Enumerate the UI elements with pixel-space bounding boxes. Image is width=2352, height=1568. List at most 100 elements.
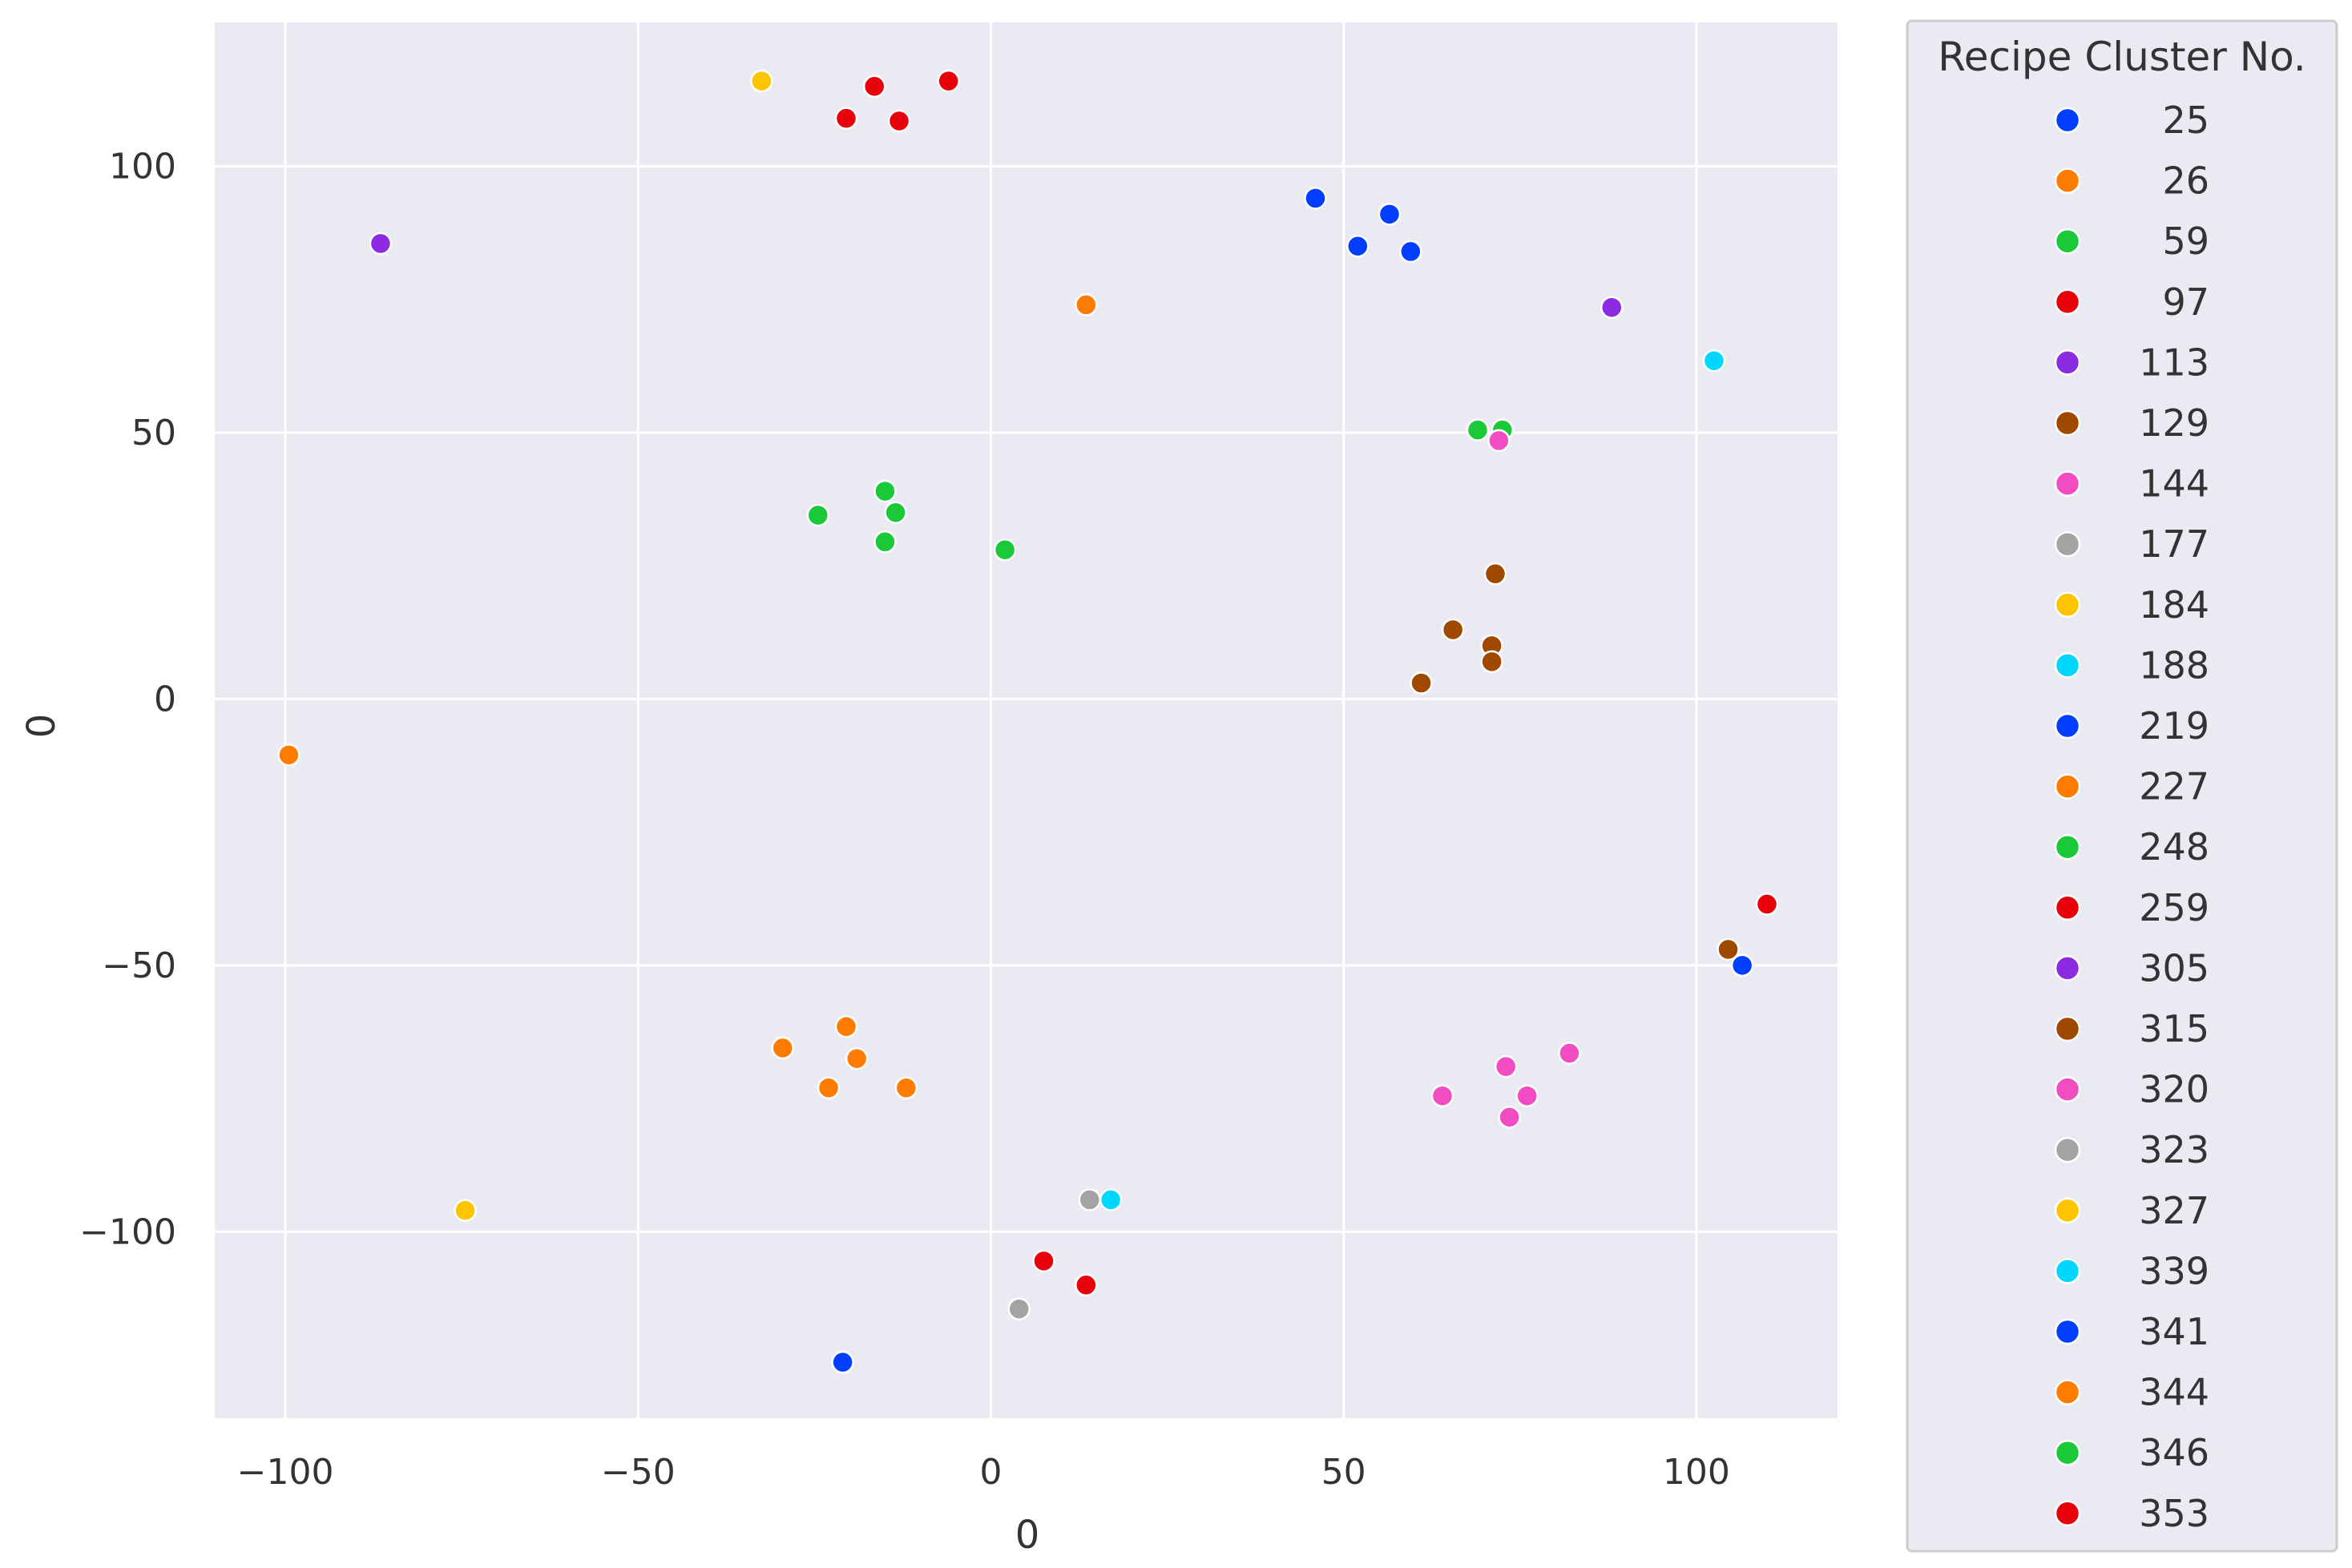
legend-label: 184 <box>2139 583 2209 627</box>
y-tick-label: 50 <box>131 413 176 453</box>
point-cluster-97 <box>836 108 857 129</box>
legend-marker <box>2055 1441 2080 1465</box>
point-cluster-248 <box>808 505 829 526</box>
point-cluster-97 <box>864 76 885 97</box>
legend-marker <box>2055 1259 2080 1283</box>
y-tick-labels: 100 50 0 −50 −100 <box>79 147 176 1253</box>
point-cluster-113 <box>1601 297 1622 318</box>
legend-marker <box>2055 1199 2080 1223</box>
point-cluster-227 <box>278 744 299 765</box>
point-cluster-341 <box>833 1352 853 1373</box>
legend-label: 341 <box>2139 1310 2209 1353</box>
legend-label: 344 <box>2139 1371 2209 1414</box>
x-tick-label: 0 <box>979 1452 1002 1493</box>
legend-marker <box>2055 169 2080 193</box>
legend-marker <box>2055 1017 2080 1041</box>
point-cluster-129 <box>1485 563 1506 584</box>
legend-marker <box>2055 593 2080 617</box>
point-cluster-129 <box>1442 619 1463 640</box>
point-cluster-25 <box>1379 204 1400 224</box>
point-cluster-320 <box>1499 1106 1520 1127</box>
x-tick-label: 100 <box>1663 1452 1730 1493</box>
legend-marker <box>2055 472 2080 496</box>
legend-label: 353 <box>2139 1492 2209 1535</box>
point-cluster-25 <box>1400 241 1421 262</box>
legend-marker <box>2055 350 2080 374</box>
point-cluster-129 <box>1411 672 1432 693</box>
point-cluster-344 <box>836 1016 857 1037</box>
legend-label: 315 <box>2139 1007 2209 1050</box>
point-cluster-97 <box>889 111 910 131</box>
legend-marker <box>2055 653 2080 677</box>
legend-label: 327 <box>2139 1189 2209 1232</box>
point-cluster-259 <box>1757 893 1777 914</box>
legend-marker <box>2055 290 2080 314</box>
point-cluster-320 <box>1432 1086 1453 1106</box>
point-cluster-184 <box>751 71 772 91</box>
y-tick-label: −100 <box>79 1211 176 1252</box>
legend-label: 129 <box>2139 401 2209 445</box>
x-tick-label: 50 <box>1321 1452 1366 1493</box>
legend-marker <box>2055 1138 2080 1162</box>
legend-marker <box>2055 1078 2080 1102</box>
legend-title: Recipe Cluster No. <box>1938 34 2306 80</box>
y-tick-label: −50 <box>102 945 176 986</box>
legend-label: 144 <box>2139 462 2209 506</box>
legend-marker <box>2055 775 2080 799</box>
legend-marker <box>2055 714 2080 738</box>
point-cluster-327 <box>455 1200 476 1221</box>
point-cluster-339 <box>1100 1189 1121 1210</box>
point-cluster-248 <box>874 531 895 552</box>
point-cluster-323 <box>1009 1299 1030 1320</box>
point-cluster-344 <box>818 1078 839 1098</box>
legend-label: 305 <box>2139 946 2209 990</box>
point-cluster-344 <box>773 1038 793 1058</box>
point-cluster-320 <box>1559 1043 1579 1064</box>
point-cluster-25 <box>1347 236 1368 256</box>
legend-label: 259 <box>2139 886 2209 929</box>
x-tick-labels: −100 −50 0 50 100 <box>237 1452 1730 1493</box>
point-cluster-26 <box>1075 294 1096 315</box>
x-axis-label: 0 <box>1015 1513 1040 1558</box>
legend-label: 248 <box>2139 825 2209 869</box>
legend-label: 339 <box>2139 1249 2209 1292</box>
legend-marker <box>2055 1501 2080 1526</box>
legend-label: 227 <box>2139 765 2209 808</box>
legend-label: 188 <box>2139 643 2209 687</box>
point-cluster-248 <box>994 539 1015 560</box>
legend-marker <box>2055 229 2080 253</box>
point-cluster-188 <box>1704 350 1725 371</box>
legend-label: 320 <box>2139 1068 2209 1111</box>
x-tick-label: −50 <box>601 1452 676 1493</box>
legend-label: 113 <box>2139 341 2209 384</box>
legend-label: 346 <box>2139 1431 2209 1474</box>
legend-marker <box>2055 108 2080 132</box>
legend-label: 177 <box>2139 522 2209 566</box>
x-tick-label: −100 <box>237 1452 334 1493</box>
point-cluster-320 <box>1495 1056 1516 1077</box>
y-tick-label: 100 <box>109 147 176 187</box>
legend-marker <box>2055 1320 2080 1344</box>
point-cluster-344 <box>846 1048 867 1069</box>
legend-label: 97 <box>2162 280 2209 324</box>
y-tick-label: 0 <box>154 679 176 720</box>
y-axis-label: 0 <box>19 714 64 739</box>
legend-marker <box>2055 835 2080 859</box>
point-cluster-25 <box>1305 187 1325 208</box>
legend-marker <box>2055 411 2080 435</box>
legend-label: 26 <box>2162 159 2209 203</box>
point-cluster-305 <box>370 233 391 254</box>
point-cluster-323 <box>1079 1189 1100 1210</box>
legend: Recipe Cluster No. 252659971131291441771… <box>1907 21 2337 1551</box>
legend-marker <box>2055 896 2080 920</box>
legend-marker <box>2055 956 2080 980</box>
legend-marker <box>2055 1381 2080 1405</box>
legend-label: 59 <box>2162 220 2209 263</box>
legend-box <box>1907 21 2337 1551</box>
legend-marker <box>2055 532 2080 556</box>
point-cluster-248 <box>886 502 906 523</box>
point-cluster-320 <box>1517 1086 1538 1106</box>
legend-label: 323 <box>2139 1128 2209 1171</box>
point-cluster-315 <box>1718 939 1739 960</box>
